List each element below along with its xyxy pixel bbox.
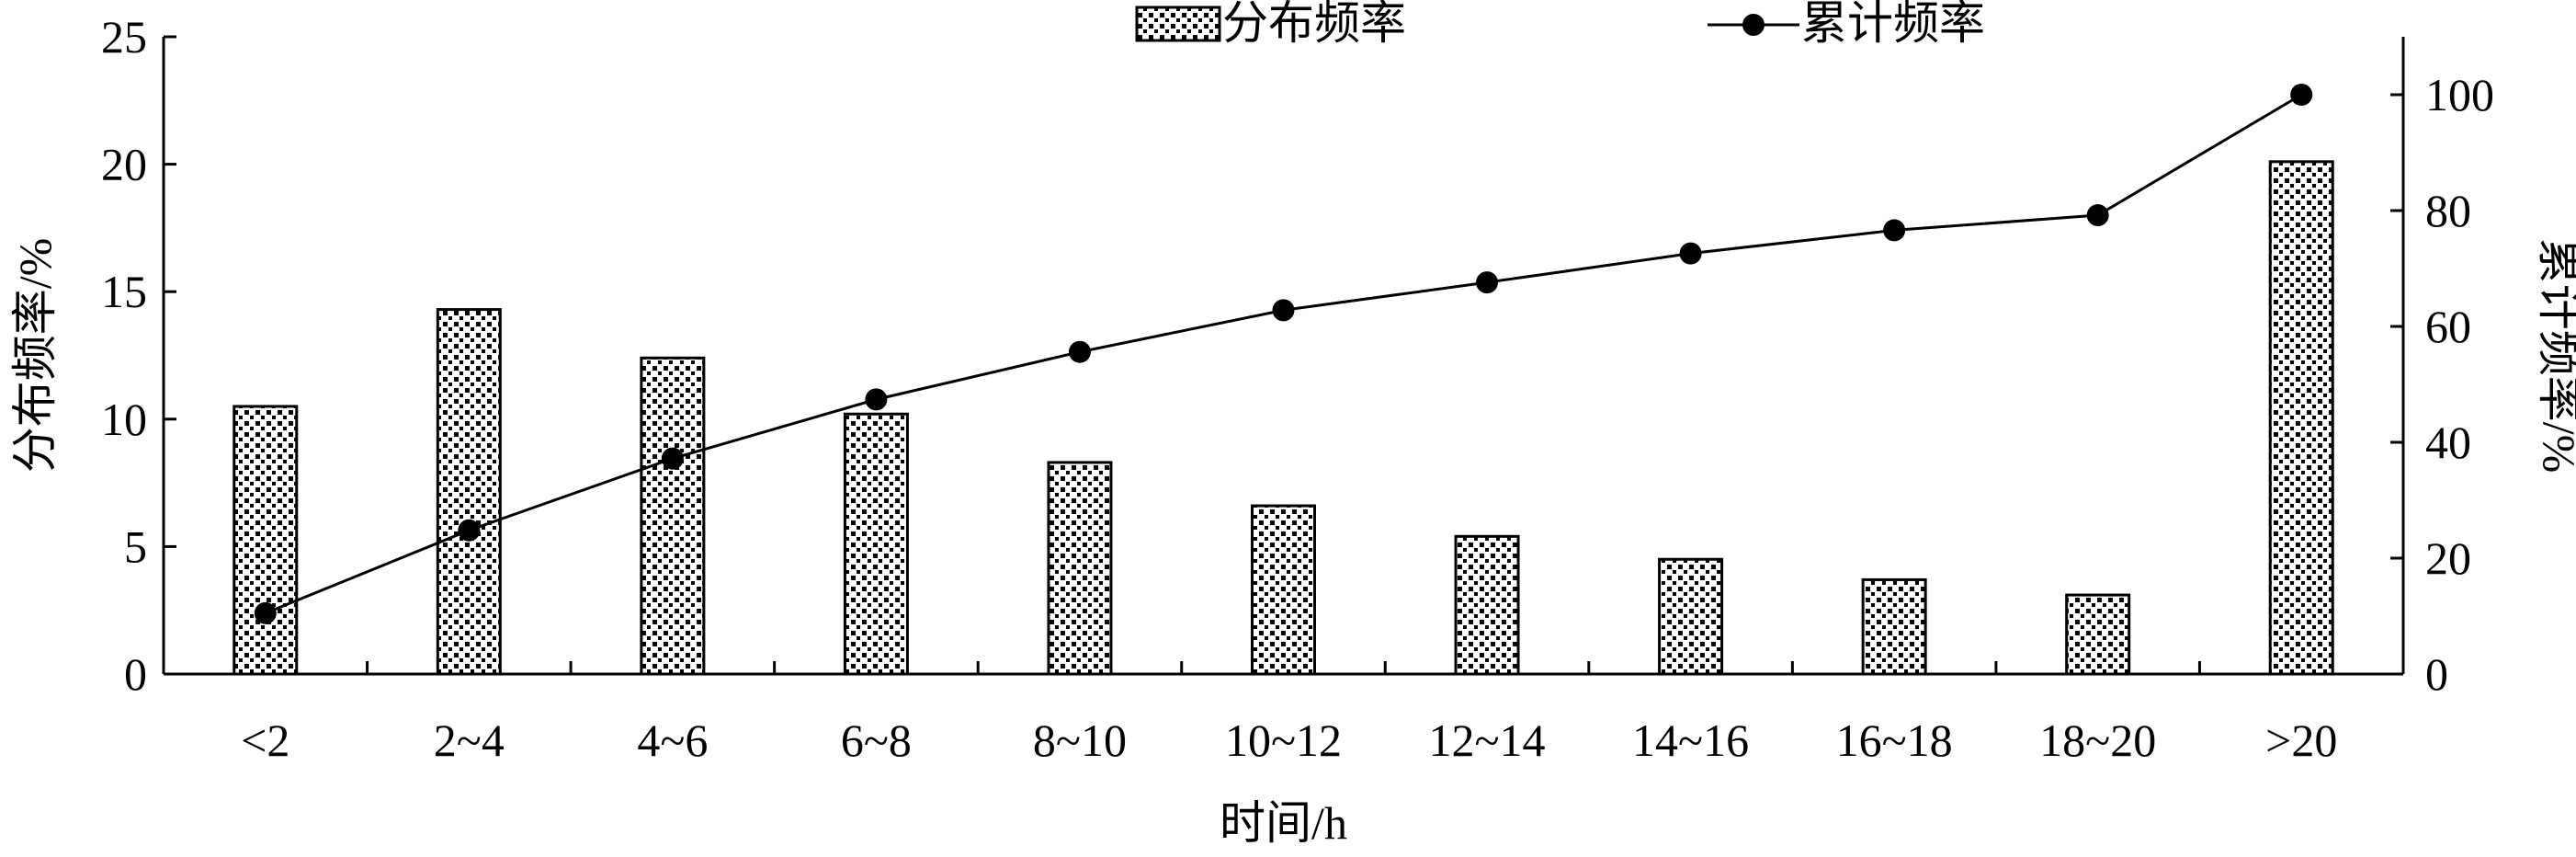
y-tick-label: 25 bbox=[101, 11, 147, 63]
y2-tick-label: 80 bbox=[2425, 185, 2471, 236]
bar bbox=[233, 405, 299, 676]
legend: 分布频率 累计频率 bbox=[1135, 0, 1985, 49]
bar bbox=[1047, 461, 1113, 676]
y-tick-label: 15 bbox=[101, 266, 147, 317]
bar-series bbox=[233, 160, 2334, 676]
line-point bbox=[2086, 204, 2109, 227]
y-tick-label: 5 bbox=[124, 520, 147, 572]
y-tick-label: 10 bbox=[101, 394, 147, 445]
axes: 0 5 10 15 20 25 0 20 40 60 80 100 <2 2~4 4~6 6~8 8~10 10~… bbox=[101, 11, 2494, 766]
line-point bbox=[458, 519, 481, 542]
line-point bbox=[865, 388, 888, 411]
x-tick-label: 16~18 bbox=[1836, 714, 1953, 766]
bar bbox=[2065, 593, 2131, 676]
line-series bbox=[254, 84, 2313, 624]
y2-tick-label: 60 bbox=[2425, 301, 2471, 352]
x-axis-label: 时间/h bbox=[1220, 797, 1347, 849]
line-point bbox=[1068, 340, 1091, 363]
bar bbox=[640, 356, 706, 676]
bar bbox=[1251, 504, 1316, 676]
line-point bbox=[254, 601, 277, 624]
legend-bar-swatch bbox=[1135, 6, 1221, 42]
bar bbox=[2268, 160, 2334, 676]
y2-tick-label: 20 bbox=[2425, 532, 2471, 584]
y-tick-label: 20 bbox=[101, 139, 147, 190]
x-tick-label: 6~8 bbox=[841, 714, 912, 766]
line-point bbox=[661, 447, 684, 470]
bar bbox=[436, 308, 502, 676]
y-tick-label: 0 bbox=[124, 648, 147, 700]
bar bbox=[1658, 557, 1724, 676]
line-point bbox=[2290, 84, 2313, 106]
x-tick-label: 18~20 bbox=[2039, 714, 2156, 766]
bar bbox=[1454, 534, 1520, 676]
y2-tick-label: 40 bbox=[2425, 417, 2471, 468]
x-tick-label: <2 bbox=[241, 714, 289, 766]
x-tick-label: 14~16 bbox=[1632, 714, 1749, 766]
y2-axis-label: 累计频率/% bbox=[2534, 238, 2576, 474]
y2-tick-label: 100 bbox=[2425, 69, 2494, 120]
line-point bbox=[1679, 242, 1702, 265]
x-tick-label: 10~12 bbox=[1225, 714, 1342, 766]
legend-label-cumulative: 累计频率 bbox=[1801, 0, 1985, 49]
labels: 分布频率/% 累计频率/% 时间/h bbox=[9, 238, 2576, 849]
legend-line-marker bbox=[1742, 14, 1765, 36]
line-point bbox=[1476, 271, 1499, 294]
line-point bbox=[1272, 299, 1295, 322]
x-tick-label: 8~10 bbox=[1033, 714, 1127, 766]
y2-tick-label: 0 bbox=[2425, 648, 2448, 700]
y-axis-label: 分布频率/% bbox=[9, 238, 61, 474]
line-point bbox=[1883, 219, 1906, 242]
x-tick-label: 4~6 bbox=[637, 714, 708, 766]
bar bbox=[1861, 577, 1927, 676]
bar bbox=[843, 412, 909, 676]
x-tick-label: 12~14 bbox=[1429, 714, 1546, 766]
x-tick-label: >20 bbox=[2265, 714, 2337, 766]
x-tick-label: 2~4 bbox=[434, 714, 505, 766]
legend-label-distribution: 分布频率 bbox=[1222, 0, 1406, 49]
